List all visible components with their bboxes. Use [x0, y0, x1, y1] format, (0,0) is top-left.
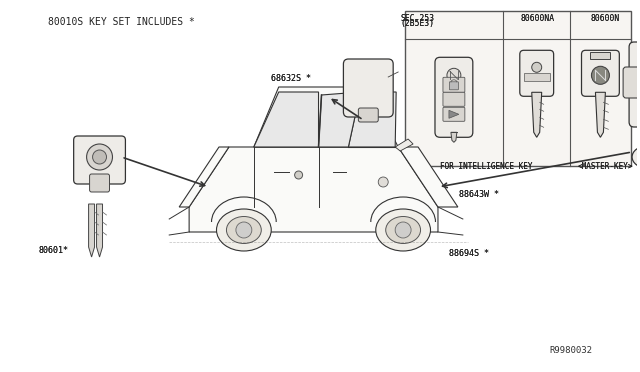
Text: 68632S *: 68632S * — [271, 74, 311, 83]
Text: 80601*: 80601* — [38, 246, 68, 254]
Text: 88694S *: 88694S * — [449, 249, 489, 258]
FancyBboxPatch shape — [358, 108, 378, 122]
Polygon shape — [449, 110, 459, 118]
Circle shape — [294, 171, 303, 179]
Text: 80600N: 80600N — [591, 14, 620, 23]
Text: FOR INTELLIGENCE KEY: FOR INTELLIGENCE KEY — [440, 162, 533, 171]
Polygon shape — [451, 132, 457, 142]
Text: 88694S *: 88694S * — [449, 249, 489, 258]
Circle shape — [591, 66, 609, 84]
Text: 80600NA: 80600NA — [520, 14, 555, 23]
Circle shape — [532, 62, 541, 72]
Text: (2B5E3): (2B5E3) — [400, 19, 435, 28]
Polygon shape — [88, 204, 95, 257]
Polygon shape — [179, 147, 229, 207]
Polygon shape — [595, 92, 605, 137]
Text: SEC.253: SEC.253 — [400, 14, 435, 23]
FancyBboxPatch shape — [90, 174, 109, 192]
Ellipse shape — [638, 151, 640, 164]
Text: FOR INTELLIGENCE KEY: FOR INTELLIGENCE KEY — [440, 162, 533, 171]
Polygon shape — [319, 92, 360, 147]
FancyBboxPatch shape — [629, 42, 640, 127]
Text: 80010S KEY SET INCLUDES *: 80010S KEY SET INCLUDES * — [48, 17, 195, 27]
Bar — [591, 52, 611, 59]
Polygon shape — [395, 139, 413, 151]
Text: 80600NA: 80600NA — [520, 14, 555, 23]
Circle shape — [395, 222, 411, 238]
Text: 80600N: 80600N — [591, 14, 620, 23]
Text: <MASTER-KEY>: <MASTER-KEY> — [577, 162, 633, 171]
Ellipse shape — [386, 217, 420, 244]
FancyBboxPatch shape — [74, 136, 125, 184]
FancyBboxPatch shape — [449, 82, 458, 90]
Polygon shape — [398, 147, 458, 207]
Circle shape — [447, 68, 461, 82]
Text: 88643W *: 88643W * — [459, 190, 499, 199]
Ellipse shape — [227, 217, 261, 244]
Text: (2B5E3): (2B5E3) — [400, 19, 435, 28]
Ellipse shape — [632, 146, 640, 168]
FancyBboxPatch shape — [443, 77, 465, 92]
Circle shape — [236, 222, 252, 238]
Polygon shape — [189, 147, 438, 232]
FancyBboxPatch shape — [443, 107, 465, 121]
Polygon shape — [97, 204, 102, 257]
FancyBboxPatch shape — [443, 92, 465, 106]
Bar — [404, 11, 630, 166]
FancyBboxPatch shape — [623, 67, 640, 98]
Polygon shape — [532, 92, 541, 137]
Text: <MASTER-KEY>: <MASTER-KEY> — [577, 162, 633, 171]
Circle shape — [86, 144, 113, 170]
Polygon shape — [254, 92, 319, 147]
Ellipse shape — [376, 209, 431, 251]
Text: 68632S *: 68632S * — [271, 74, 311, 83]
Text: 88643W *: 88643W * — [459, 190, 499, 199]
FancyBboxPatch shape — [582, 50, 620, 96]
FancyBboxPatch shape — [520, 50, 554, 96]
Bar — [524, 73, 550, 81]
Ellipse shape — [216, 209, 271, 251]
Text: R9980032: R9980032 — [550, 346, 593, 355]
FancyBboxPatch shape — [344, 59, 393, 117]
FancyBboxPatch shape — [435, 57, 473, 137]
Circle shape — [93, 150, 106, 164]
Polygon shape — [348, 92, 396, 147]
Polygon shape — [254, 87, 398, 147]
Text: 80601*: 80601* — [38, 246, 68, 254]
Circle shape — [378, 177, 388, 187]
Text: SEC.253: SEC.253 — [400, 14, 435, 23]
